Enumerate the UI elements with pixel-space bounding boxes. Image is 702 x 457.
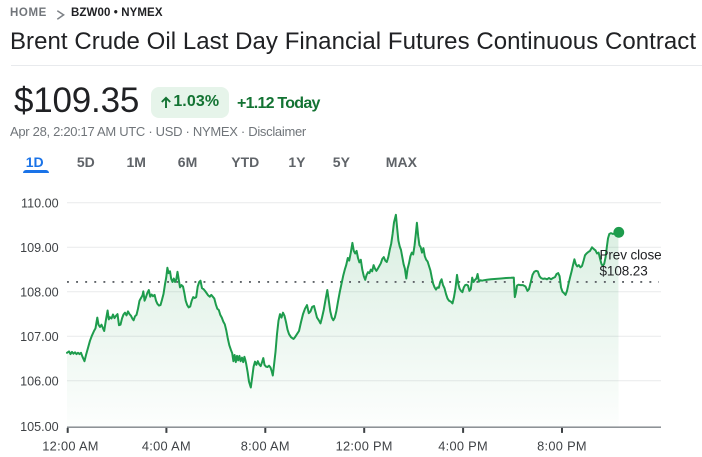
svg-text:110.00: 110.00	[21, 196, 59, 210]
svg-text:8:00 PM: 8:00 PM	[537, 438, 587, 453]
svg-text:109.00: 109.00	[20, 241, 59, 255]
svg-text:12:00 AM: 12:00 AM	[42, 438, 98, 453]
svg-text:106.00: 106.00	[20, 374, 59, 388]
svg-text:4:00 PM: 4:00 PM	[438, 438, 488, 453]
svg-text:8:00 AM: 8:00 AM	[241, 438, 290, 453]
svg-text:108.00: 108.00	[20, 285, 59, 299]
svg-text:4:00 AM: 4:00 AM	[142, 438, 191, 453]
svg-text:Prev close: Prev close	[600, 247, 662, 262]
svg-text:$108.23: $108.23	[600, 264, 648, 279]
svg-text:12:00 PM: 12:00 PM	[336, 438, 393, 453]
svg-text:105.00: 105.00	[20, 420, 59, 434]
svg-text:107.00: 107.00	[20, 330, 59, 344]
